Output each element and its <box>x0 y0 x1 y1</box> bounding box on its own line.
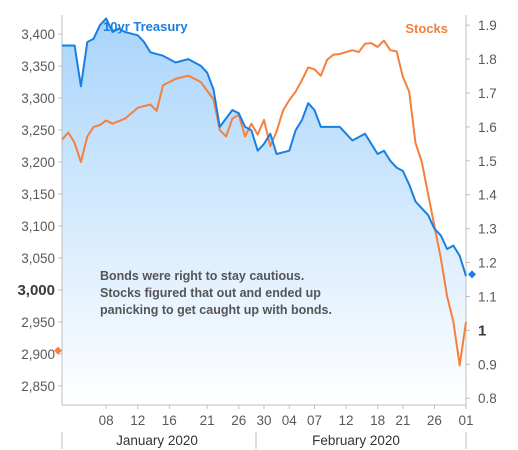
x-tick-label: 18 <box>370 413 385 428</box>
left-tick-label: 3,200 <box>21 155 55 170</box>
right-tick-label: 1.1 <box>478 289 497 304</box>
right-tick-label: 1.2 <box>478 256 497 271</box>
right-tick-label: 1.3 <box>478 222 497 237</box>
x-axis-ticks: 08 12 16 21 26 30 04 07 12 18 21 26 01 <box>61 405 474 449</box>
left-tick-label: 3,100 <box>21 219 55 234</box>
left-tick-label: 2,850 <box>21 379 55 394</box>
left-tick-label: 3,400 <box>21 27 55 42</box>
right-tick-label: 1.5 <box>478 154 497 169</box>
annotation-line-2: Stocks figured that out and ended up <box>100 286 321 300</box>
x-tick-label: 30 <box>256 413 271 428</box>
treasury-area-fill <box>62 18 466 406</box>
x-tick-label: 21 <box>395 413 410 428</box>
x-tick-label: 16 <box>162 413 177 428</box>
x-tick-label: 21 <box>200 413 215 428</box>
series-line-treasury <box>62 17 467 277</box>
x-tick-label: 26 <box>231 413 246 428</box>
series-line-stocks <box>61 39 467 367</box>
left-tick-label: 2,950 <box>21 315 55 330</box>
x-tick-label: 01 <box>458 413 473 428</box>
stocks-value-marker <box>54 346 62 355</box>
right-tick-label: 1.7 <box>478 86 497 101</box>
x-tick-label: 12 <box>339 413 354 428</box>
left-tick-label: 3,250 <box>21 123 55 138</box>
annotation-line-3: panicking to get caught up with bonds. <box>100 303 332 317</box>
treasury-area <box>62 18 466 406</box>
right-tick-label: 1 <box>478 322 486 339</box>
treasury-value-marker <box>468 270 476 279</box>
right-tick-label: 1.9 <box>478 18 497 33</box>
month-label-february: February 2020 <box>312 433 400 448</box>
x-tick-label: 12 <box>130 413 145 428</box>
series-lines <box>61 17 467 367</box>
right-tick-label: 1.6 <box>478 120 497 135</box>
right-axis-ticks: 0.8 0.9 1 1.1 1.2 1.3 1.4 1.5 1.6 1.7 1.8 1.9 <box>466 18 497 406</box>
right-tick-label: 1.4 <box>478 188 497 203</box>
right-tick-label: 0.9 <box>478 357 497 372</box>
left-tick-label: 2,900 <box>21 347 55 362</box>
x-tick-label: 26 <box>427 413 442 428</box>
left-tick-label: 3,000 <box>17 282 55 299</box>
x-tick-label: 08 <box>99 413 114 428</box>
month-label-january: January 2020 <box>116 433 198 448</box>
series-label-stocks: Stocks <box>405 21 448 36</box>
left-tick-label: 3,300 <box>21 91 55 106</box>
series-label-treasury: 10yr Treasury <box>103 19 188 34</box>
right-tick-label: 0.8 <box>478 391 497 406</box>
left-tick-label: 3,350 <box>21 59 55 74</box>
right-tick-label: 1.8 <box>478 52 497 67</box>
left-axis-ticks: 2,850 2,900 2,950 3,000 3,050 3,100 3,150 3,200… <box>17 27 62 394</box>
annotation-line-1: Bonds were right to stay cautious. <box>100 269 304 283</box>
axis-markers <box>54 270 476 355</box>
x-tick-label: 04 <box>282 413 298 428</box>
x-tick-label: 07 <box>307 413 322 428</box>
left-tick-label: 3,150 <box>21 187 55 202</box>
left-tick-label: 3,050 <box>21 251 55 266</box>
